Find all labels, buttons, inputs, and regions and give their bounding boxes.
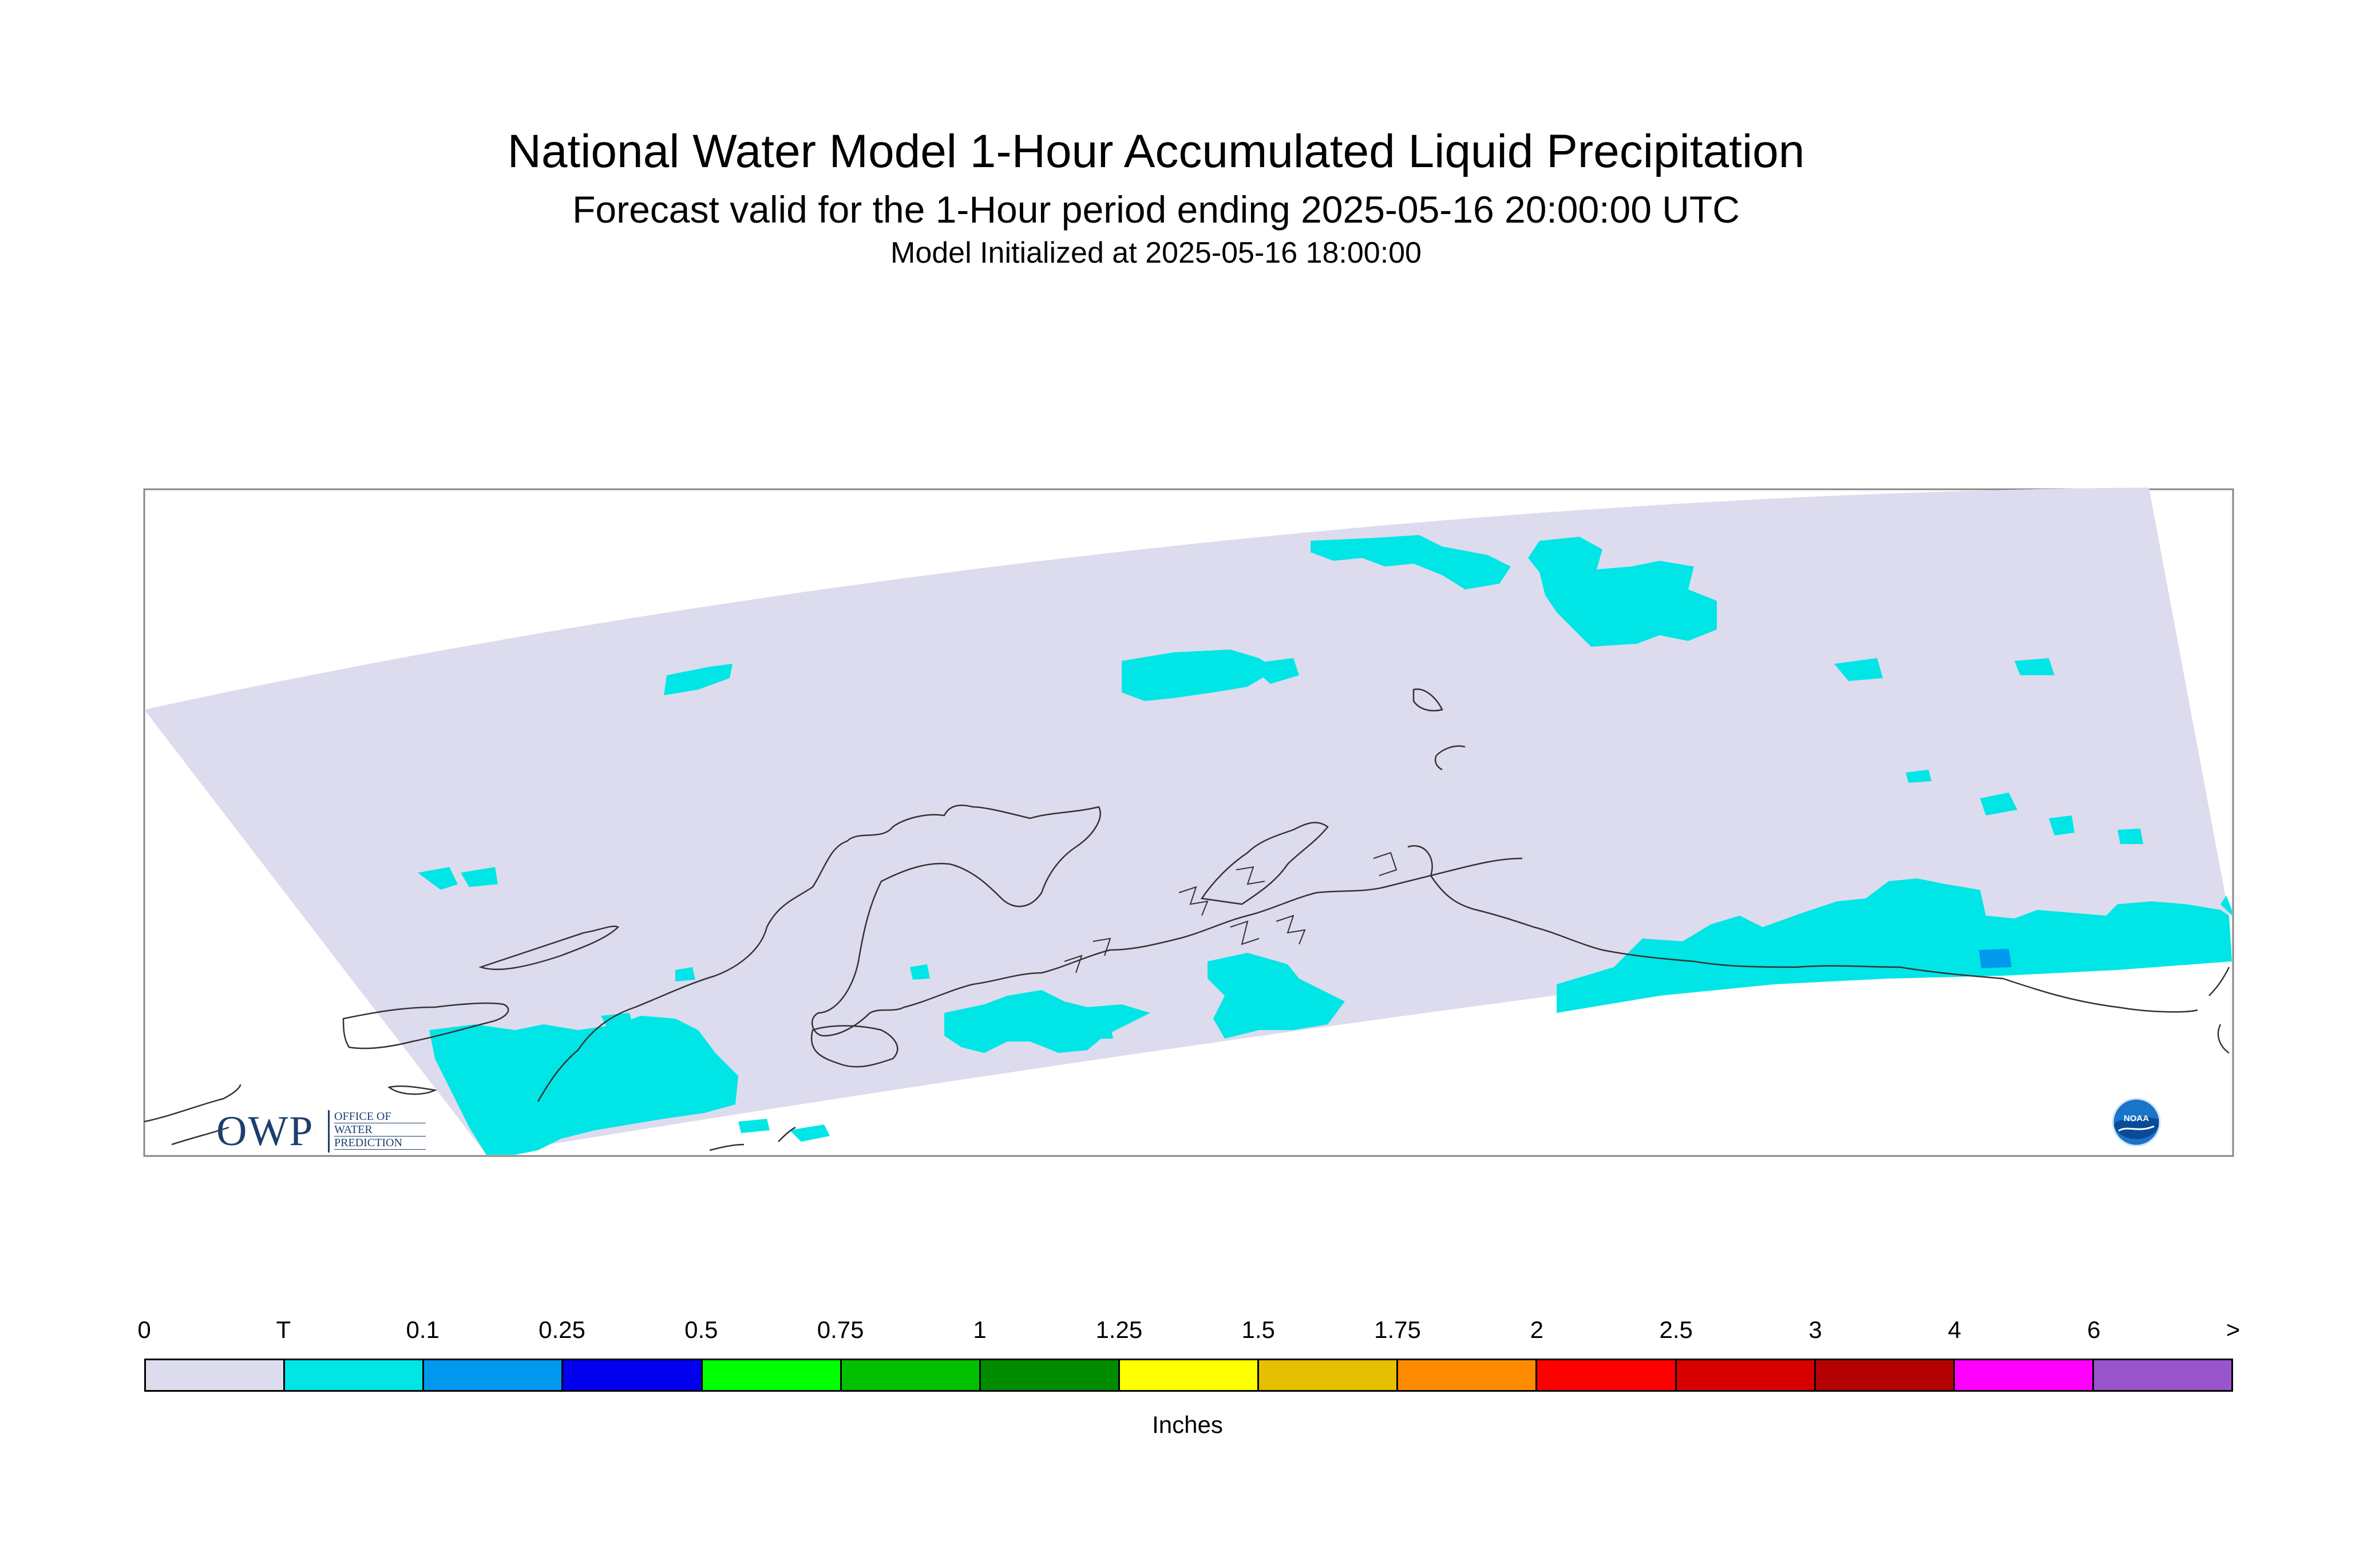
- precip-area: [1122, 650, 1276, 701]
- precip-colorbar: [144, 1359, 2233, 1392]
- noaa-emblem-icon: [2112, 1098, 2161, 1147]
- legend-swatch: [563, 1360, 703, 1390]
- precip-area: [1631, 567, 1688, 589]
- map-title: National Water Model 1-Hour Accumulated …: [507, 125, 1805, 177]
- owp-logo-subtext: OFFICE OF WATER PREDICTION: [334, 1110, 426, 1150]
- coastline: [1373, 852, 1398, 876]
- legend-units: Inches: [1152, 1411, 1223, 1438]
- owp-logo: OWP OFFICE OF WATER PREDICTION: [216, 1106, 426, 1157]
- coastline: [144, 1084, 242, 1146]
- precip-area: [1248, 658, 1299, 684]
- precip-area: [461, 867, 498, 887]
- precip-area: [910, 964, 930, 980]
- precip-area: [1093, 1024, 1113, 1039]
- coastline: [1412, 688, 1443, 712]
- legend-tick-label: 0.5: [684, 1316, 718, 1343]
- coastline: [537, 805, 1101, 1102]
- legend-tick-label: T: [276, 1316, 291, 1343]
- legend-swatch: [1537, 1360, 1677, 1390]
- legend-tick-label: 1.25: [1095, 1316, 1143, 1343]
- legend-swatch: [980, 1360, 1120, 1390]
- map-subtitle: Forecast valid for the 1-Hour period end…: [572, 188, 1740, 231]
- legend-swatch: [2093, 1360, 2232, 1390]
- coastline: [1230, 920, 1260, 945]
- legend-tick-label: 0.1: [406, 1316, 440, 1343]
- legend-tick-label: 1: [973, 1316, 987, 1343]
- coastline: [478, 925, 620, 971]
- title-block: National Water Model 1-Hour Accumulated …: [0, 0, 2375, 286]
- precip-trace-areas: [418, 535, 2232, 1155]
- owp-logo-line: PREDICTION: [334, 1137, 426, 1150]
- legend-tick-label: >: [2226, 1316, 2241, 1343]
- model-domain: [144, 488, 2229, 1155]
- precip-area: [601, 1013, 632, 1027]
- legend-swatch: [1398, 1360, 1538, 1390]
- legend-swatch: [285, 1360, 425, 1390]
- legend-swatch: [1676, 1360, 1816, 1390]
- legend-swatch: [146, 1360, 286, 1390]
- legend-swatch: [1815, 1360, 1955, 1390]
- model-init-time: Model Initialized at 2025-05-16 18:00:00: [890, 236, 1422, 270]
- precip-area: [1834, 658, 1883, 681]
- noaa-text: NOAA: [2123, 1114, 2150, 1123]
- coastline: [1200, 822, 1329, 905]
- legend-swatch: [1119, 1360, 1260, 1390]
- precip-area-light: [1979, 949, 2012, 968]
- legend-tick-label: 2.5: [1659, 1316, 1693, 1343]
- coastline: [709, 1126, 796, 1151]
- legend-swatch: [841, 1360, 981, 1390]
- legend-swatch: [424, 1360, 564, 1390]
- coastline: [1236, 866, 1265, 885]
- legend-tick-label: 4: [1948, 1316, 1962, 1343]
- precip-area: [675, 967, 695, 981]
- coastlines: [144, 688, 2230, 1151]
- noaa-logo: NOAA: [2112, 1098, 2161, 1147]
- coastline: [1092, 937, 1111, 956]
- precip-area: [429, 1016, 738, 1155]
- legend-swatch: [702, 1360, 842, 1390]
- owp-logo-line: OFFICE OF: [334, 1110, 426, 1123]
- precip-area: [418, 867, 458, 890]
- coastline: [1407, 845, 2198, 1013]
- legend-swatch: [1954, 1360, 2094, 1390]
- precip-area: [1528, 537, 1717, 647]
- owp-logo-divider: [328, 1110, 330, 1153]
- precip-area: [1557, 878, 2232, 1013]
- precip-area: [1980, 793, 2017, 815]
- precip-area: [2014, 658, 2055, 675]
- owp-logo-line: WATER: [334, 1123, 426, 1137]
- legend-tick-label: 0.25: [539, 1316, 585, 1343]
- precip-area: [2220, 896, 2232, 916]
- precip-area: [1311, 535, 1511, 589]
- coastline: [1178, 886, 1209, 916]
- coastline: [2208, 967, 2230, 1054]
- legend-tick-label: 1.5: [1241, 1316, 1275, 1343]
- legend-tick-label: 6: [2087, 1316, 2101, 1343]
- owp-logo-letters: OWP: [216, 1108, 314, 1155]
- coastline: [1064, 955, 1083, 973]
- precip-area: [790, 1124, 830, 1142]
- coastline: [1276, 914, 1306, 945]
- legend-tick-label: 3: [1808, 1316, 1822, 1343]
- coastline: [904, 857, 1523, 1008]
- precip-area: [2049, 815, 2075, 836]
- precip-area: [1208, 953, 1345, 1039]
- legend-tick-label: 0: [137, 1316, 151, 1343]
- coastline: [1434, 745, 1466, 771]
- coastline: [810, 1025, 898, 1068]
- precip-light-areas: [1979, 949, 2012, 968]
- legend-swatch: [1259, 1360, 1399, 1390]
- legend-tick-label: 0.75: [817, 1316, 864, 1343]
- precip-area: [738, 1119, 770, 1133]
- legend-tick-label: 1.75: [1374, 1316, 1421, 1343]
- precip-area: [2117, 829, 2143, 844]
- coastline: [342, 1002, 509, 1050]
- legend-tick-label: 2: [1530, 1316, 1544, 1343]
- precip-area: [664, 664, 733, 695]
- coastline: [387, 1085, 438, 1095]
- coastline-details: [1064, 852, 1398, 973]
- precip-area: [1906, 770, 1931, 783]
